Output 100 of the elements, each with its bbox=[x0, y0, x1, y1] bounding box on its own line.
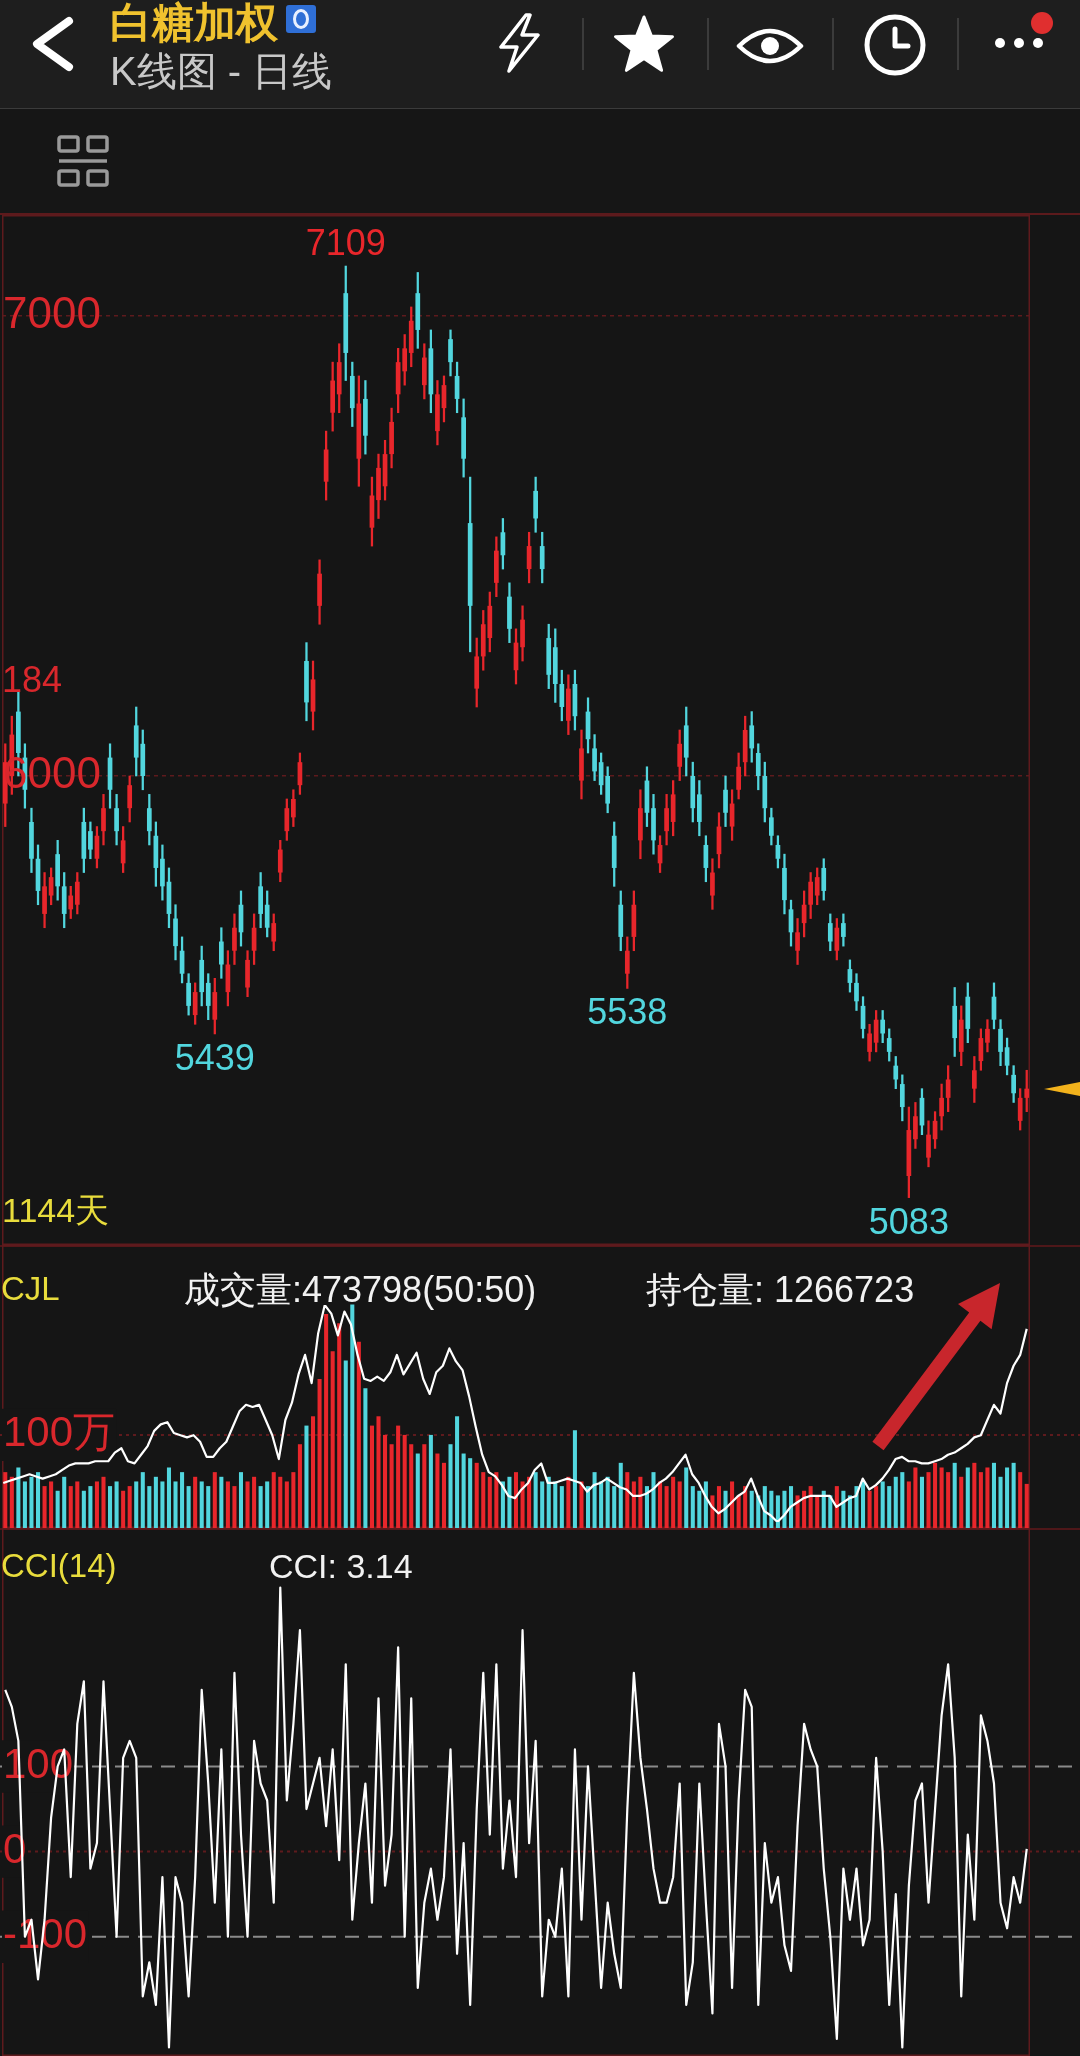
bar bbox=[618, 1462, 623, 1528]
annotation: 5538 bbox=[587, 991, 668, 1033]
annotation: 5439 bbox=[174, 1036, 255, 1078]
bar bbox=[147, 1486, 152, 1528]
bar bbox=[703, 1481, 708, 1528]
bar bbox=[474, 1462, 479, 1528]
bar bbox=[134, 1481, 139, 1528]
bar bbox=[101, 1476, 106, 1528]
annotation: 184 bbox=[2, 658, 63, 702]
bar bbox=[265, 1481, 270, 1528]
bar bbox=[252, 1476, 257, 1528]
chart-subtitle: K线图 - 日线 bbox=[110, 48, 333, 94]
bar bbox=[658, 1481, 663, 1528]
bar bbox=[42, 1486, 47, 1528]
bar bbox=[933, 1462, 938, 1528]
bar bbox=[684, 1467, 689, 1528]
bar bbox=[324, 1313, 329, 1528]
bar bbox=[861, 1481, 866, 1528]
bar bbox=[1011, 1462, 1016, 1528]
bar bbox=[959, 1476, 964, 1528]
bar bbox=[952, 1462, 957, 1528]
bar bbox=[559, 1486, 564, 1528]
bar bbox=[730, 1481, 735, 1528]
bar bbox=[49, 1481, 54, 1528]
bar bbox=[893, 1476, 898, 1528]
bar bbox=[998, 1476, 1003, 1528]
bar bbox=[887, 1486, 892, 1528]
bar bbox=[527, 1476, 532, 1528]
y-tick-label: 100万 bbox=[3, 1408, 116, 1456]
bar bbox=[612, 1486, 617, 1528]
bar bbox=[278, 1476, 283, 1528]
bar bbox=[1018, 1472, 1023, 1528]
bar bbox=[16, 1467, 21, 1528]
text: CCI(14) bbox=[1, 1546, 117, 1586]
bar bbox=[507, 1476, 512, 1528]
bar bbox=[225, 1481, 230, 1528]
bar bbox=[946, 1472, 951, 1528]
bar bbox=[671, 1476, 676, 1528]
bar bbox=[815, 1495, 820, 1528]
bar bbox=[330, 1351, 335, 1528]
bar bbox=[435, 1453, 440, 1528]
bar bbox=[716, 1486, 722, 1528]
bar bbox=[775, 1495, 780, 1528]
text: CJL bbox=[1, 1269, 60, 1309]
bar bbox=[140, 1472, 145, 1528]
bar bbox=[599, 1481, 604, 1528]
bar bbox=[939, 1467, 944, 1528]
bar bbox=[62, 1476, 67, 1528]
bar bbox=[900, 1472, 905, 1528]
bar bbox=[343, 1360, 348, 1528]
chart-title: 白糖加权 bbox=[110, 0, 278, 46]
bar bbox=[762, 1486, 767, 1528]
annotation: 1144天 bbox=[2, 1190, 110, 1231]
bar bbox=[304, 1425, 309, 1528]
bar bbox=[212, 1472, 217, 1528]
bar bbox=[75, 1481, 80, 1528]
bar bbox=[919, 1476, 924, 1528]
bar bbox=[166, 1467, 171, 1528]
bar bbox=[592, 1472, 597, 1528]
bar bbox=[199, 1481, 204, 1528]
bar bbox=[566, 1476, 571, 1528]
bar bbox=[867, 1490, 872, 1528]
bar bbox=[572, 1430, 577, 1528]
bar bbox=[520, 1481, 525, 1528]
bar bbox=[88, 1486, 93, 1528]
bar bbox=[926, 1472, 931, 1528]
bar bbox=[494, 1472, 499, 1528]
bar bbox=[160, 1481, 165, 1528]
bar bbox=[847, 1495, 852, 1528]
bar bbox=[68, 1486, 73, 1528]
bar bbox=[448, 1444, 453, 1528]
bar bbox=[127, 1486, 132, 1528]
bar bbox=[697, 1490, 702, 1528]
bar bbox=[723, 1490, 728, 1528]
bar bbox=[513, 1472, 519, 1528]
y-tick-label: 7000 bbox=[3, 288, 101, 338]
bar bbox=[644, 1486, 649, 1528]
bar bbox=[271, 1472, 276, 1528]
bar bbox=[94, 1481, 99, 1528]
annotation: 成交量:473798(50:50) bbox=[184, 1268, 537, 1312]
bar bbox=[677, 1481, 682, 1528]
bar bbox=[880, 1481, 885, 1528]
bar bbox=[579, 1481, 584, 1528]
bar bbox=[258, 1486, 263, 1528]
bar bbox=[788, 1486, 794, 1528]
bar bbox=[906, 1481, 911, 1528]
bar bbox=[487, 1476, 492, 1528]
bar bbox=[455, 1416, 460, 1528]
bar bbox=[468, 1458, 473, 1528]
bar bbox=[29, 1476, 34, 1528]
bar bbox=[965, 1467, 970, 1528]
bar bbox=[337, 1323, 342, 1528]
annotation: CCI: 3.14 bbox=[269, 1546, 413, 1587]
bar bbox=[121, 1490, 126, 1528]
bar bbox=[802, 1490, 807, 1528]
bar bbox=[553, 1481, 558, 1528]
bar bbox=[35, 1472, 41, 1528]
bar bbox=[481, 1472, 486, 1528]
bar bbox=[389, 1444, 394, 1528]
bar bbox=[441, 1462, 446, 1528]
